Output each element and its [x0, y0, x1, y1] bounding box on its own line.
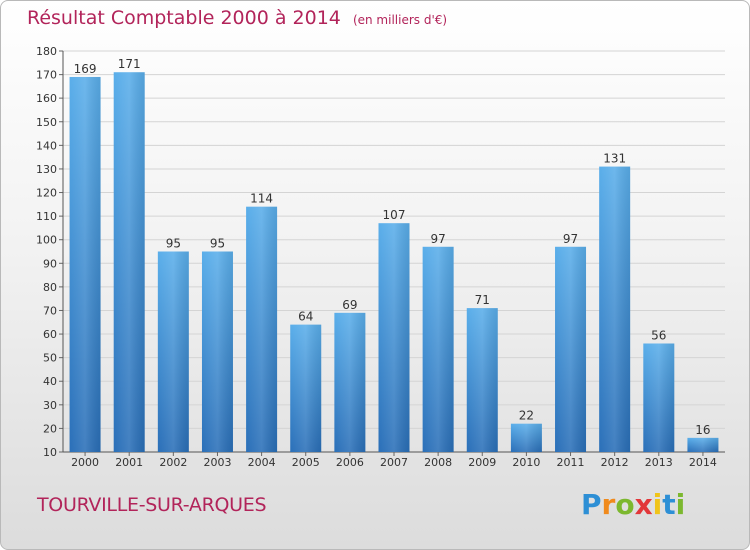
bar-shade: [69, 76, 101, 453]
chart-subtitle: (en milliers d'€): [352, 13, 448, 27]
bar-shade: [555, 246, 587, 452]
logo-letter: t: [662, 488, 676, 521]
bar-shade: [599, 166, 631, 453]
bar-value-label: 71: [475, 293, 490, 307]
x-tick-label: 2000: [71, 456, 99, 469]
proxiti-logo: Proxiti: [581, 488, 685, 521]
bar-value-label: 114: [250, 192, 273, 206]
y-tick-label: 110: [36, 210, 57, 223]
bar-shade: [643, 343, 675, 452]
y-tick-label: 40: [43, 375, 57, 388]
y-tick-label: 180: [36, 45, 57, 58]
bar-value-label: 131: [603, 152, 626, 166]
bar-value-label: 169: [74, 62, 97, 76]
chart-title: Résultat Comptable 2000 à 2014 (en milli…: [27, 7, 447, 29]
x-tick-label: 2013: [645, 456, 673, 469]
bars: [69, 72, 719, 453]
logo-letter: i: [652, 488, 663, 521]
x-tick-label: 2005: [292, 456, 320, 469]
bar-shade: [510, 423, 542, 452]
y-tick-label: 100: [36, 234, 57, 247]
bar-shade: [290, 324, 322, 452]
commune-name: TOURVILLE-SUR-ARQUES: [37, 494, 267, 516]
y-tick-label: 170: [36, 69, 57, 82]
bar-shade: [113, 72, 145, 453]
y-tick-label: 60: [43, 328, 57, 341]
y-tick-label: 50: [43, 352, 57, 365]
bar-value-label: 69: [342, 298, 357, 312]
y-tick-label: 140: [36, 139, 57, 152]
x-tick-label: 2007: [380, 456, 408, 469]
y-tick-label: 160: [36, 92, 57, 105]
bar-value-label: 97: [430, 232, 445, 246]
bar-value-label: 22: [519, 409, 534, 423]
bar-value-label: 95: [166, 237, 181, 251]
y-tick-label: 30: [43, 399, 57, 412]
x-tick-label: 2002: [159, 456, 187, 469]
y-tick-label: 120: [36, 187, 57, 200]
bar-shade: [334, 312, 366, 452]
bar-shade: [687, 437, 719, 452]
bar-value-label: 107: [383, 208, 406, 222]
bar-value-label: 171: [118, 57, 141, 71]
x-tick-label: 2014: [689, 456, 717, 469]
bar-shade: [378, 223, 410, 452]
y-tick-label: 130: [36, 163, 57, 176]
logo-letter: P: [581, 488, 602, 521]
x-tick-label: 2011: [557, 456, 585, 469]
x-tick-label: 2004: [248, 456, 276, 469]
bar-shade: [422, 246, 454, 452]
bar-shade: [246, 206, 278, 452]
logo-letter: x: [634, 488, 653, 521]
y-tick-label: 10: [43, 446, 57, 459]
y-tick-label: 90: [43, 257, 57, 270]
bar-value-label: 95: [210, 237, 225, 251]
x-tick-label: 2006: [336, 456, 364, 469]
x-tick-label: 2010: [512, 456, 540, 469]
chart-title-text: Résultat Comptable 2000 à 2014: [27, 7, 341, 29]
logo-letter: i: [675, 488, 686, 521]
bar-shade: [466, 308, 498, 452]
y-tick-label: 20: [43, 422, 57, 435]
x-tick-label: 2009: [468, 456, 496, 469]
bar-value-label: 64: [298, 310, 313, 324]
y-tick-label: 150: [36, 116, 57, 129]
logo-letter: o: [615, 488, 635, 521]
bar-shade: [201, 251, 233, 452]
x-tick-label: 2008: [424, 456, 452, 469]
y-tick-label: 80: [43, 281, 57, 294]
x-tick-label: 2003: [203, 456, 231, 469]
y-tick-label: 70: [43, 304, 57, 317]
bar-value-label: 16: [695, 423, 710, 437]
x-tick-label: 2001: [115, 456, 143, 469]
bar-shade: [157, 251, 189, 452]
bar-value-label: 97: [563, 232, 578, 246]
bar-value-label: 56: [651, 328, 666, 342]
logo-letter: r: [601, 488, 616, 521]
labels: 10 20 30 40 50 60 70 80 90 100 110 120 130 140 150 160 1…: [36, 45, 717, 469]
x-tick-label: 2012: [601, 456, 629, 469]
